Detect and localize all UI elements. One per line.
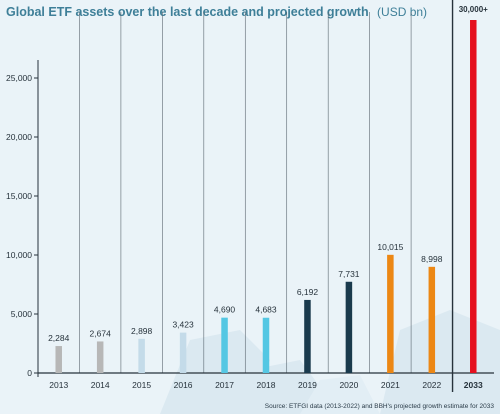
bar-value-label-2015: 2,898 [131, 326, 153, 336]
x-tick-label-2016: 2016 [174, 380, 193, 390]
bar-2022 [428, 266, 436, 373]
bar-value-label-2033: 30,000+ [459, 5, 488, 14]
bar-2033 [470, 20, 477, 373]
bar-2020 [345, 281, 353, 373]
bar-value-label-2020: 7,731 [338, 269, 360, 279]
chart-title-block: Global ETF assets over the last decade a… [6, 3, 427, 21]
bar-2019 [304, 299, 311, 373]
bar-2017 [221, 317, 228, 373]
source-note: Source: ETFGI data (2013-2022) and BBH's… [264, 403, 494, 410]
y-tick-label: 20,000 [6, 132, 32, 142]
bar-value-label-2013: 2,284 [48, 333, 70, 343]
bar-value-label-2019: 6,192 [297, 287, 319, 297]
bar-2018 [262, 317, 270, 373]
y-tick-label: 0 [27, 368, 32, 378]
bar-value-label-2021: 10,015 [377, 242, 403, 252]
chart-title: Global ETF assets over the last decade a… [6, 5, 369, 19]
x-tick-label-2013: 2013 [49, 380, 68, 390]
bar-2014 [96, 341, 104, 373]
chart-unit-label: (USD bn) [377, 5, 428, 19]
bar-2016 [179, 332, 187, 373]
x-tick-label-2015: 2015 [132, 380, 151, 390]
x-tick-label-2022: 2022 [422, 380, 441, 390]
x-tick-label-2018: 2018 [257, 380, 276, 390]
y-tick-label: 10,000 [6, 250, 32, 260]
bar-value-label-2022: 8,998 [421, 254, 443, 264]
x-tick-label-2021: 2021 [381, 380, 400, 390]
bar-2021 [387, 254, 394, 373]
bar-value-label-2017: 4,690 [214, 305, 236, 315]
y-tick-label: 15,000 [6, 191, 32, 201]
y-tick-label: 5,000 [11, 309, 33, 319]
bar-value-label-2018: 4,683 [255, 305, 277, 315]
x-tick-label-2017: 2017 [215, 380, 234, 390]
x-tick-label-2019: 2019 [298, 380, 317, 390]
bar-2013 [55, 346, 62, 373]
bar-value-label-2016: 3,423 [172, 320, 194, 330]
x-tick-label-2033: 2033 [464, 380, 483, 390]
x-tick-label-2014: 2014 [91, 380, 110, 390]
x-tick-label-2020: 2020 [339, 380, 358, 390]
bar-value-label-2014: 2,674 [90, 328, 112, 338]
y-tick-label: 25,000 [6, 73, 32, 83]
bar-2015 [138, 338, 145, 373]
